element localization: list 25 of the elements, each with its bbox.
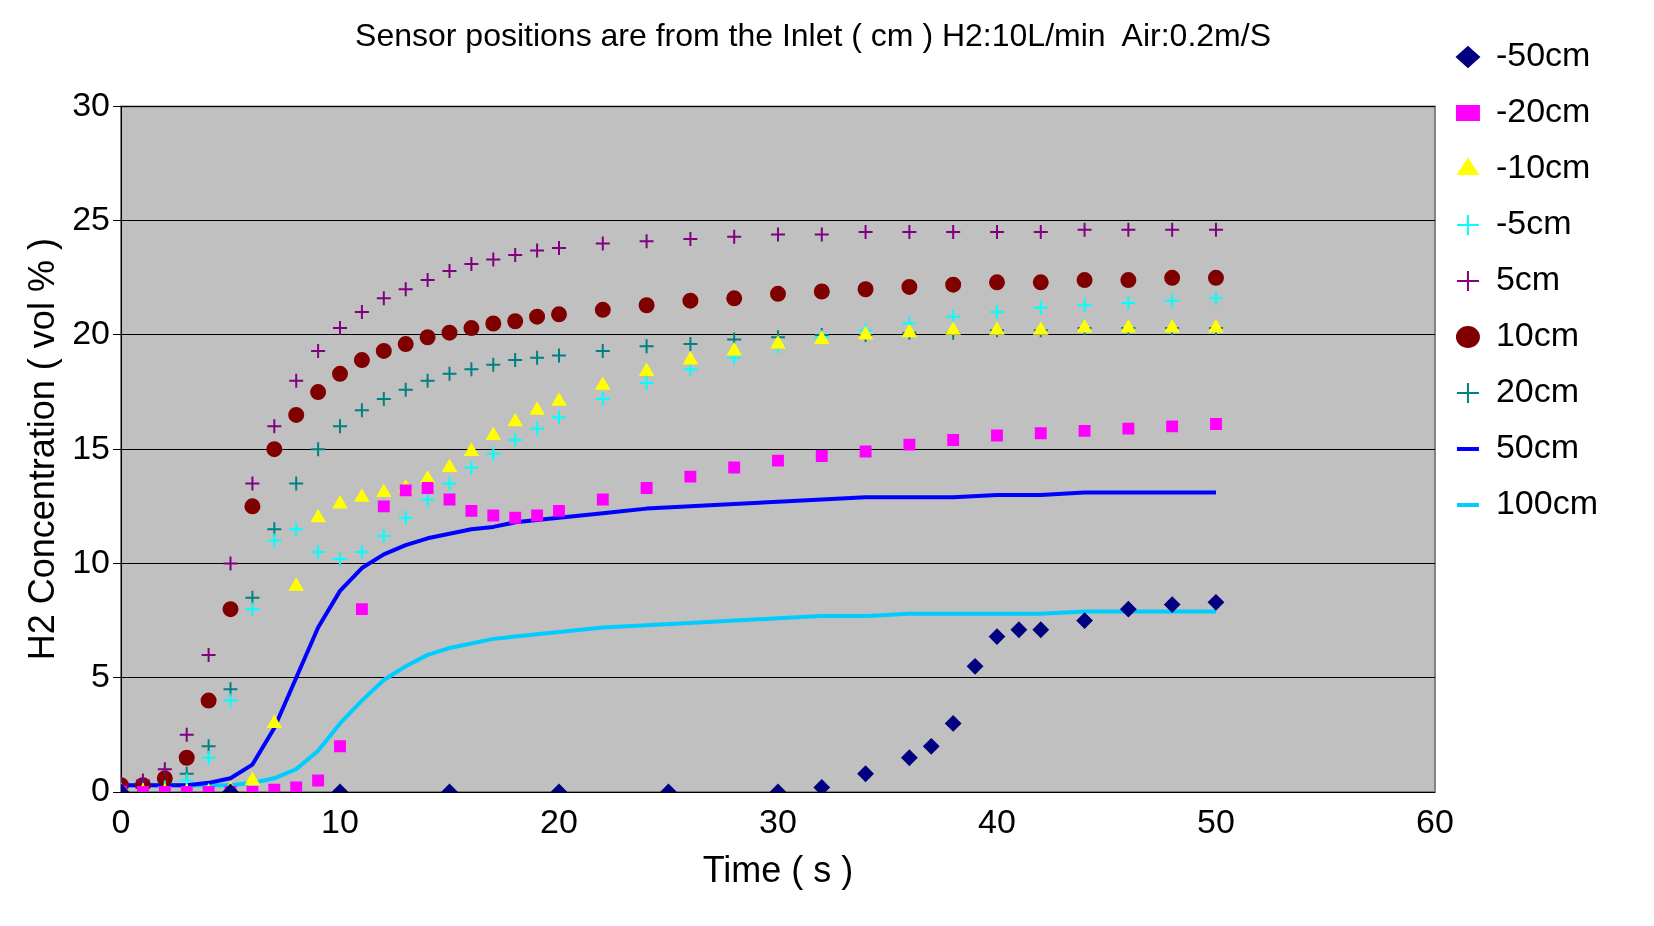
legend-label: -5cm <box>1495 203 1572 242</box>
legend-label: -50cm <box>1495 35 1591 74</box>
legend-label: -10cm <box>1495 147 1591 186</box>
x-axis-title: Time ( s ) <box>702 849 854 891</box>
legend-label: -20cm <box>1495 91 1591 130</box>
legend-label: 50cm <box>1495 427 1580 466</box>
legend-label: 100cm <box>1495 483 1599 522</box>
y-tick-label: 25 <box>72 199 111 238</box>
y-tick-label: 15 <box>72 427 111 466</box>
x-tick-label: 60 <box>1416 801 1454 840</box>
x-tick-label: 10 <box>321 801 359 840</box>
y-tick-label: 20 <box>72 313 111 352</box>
legend-label: 20cm <box>1495 371 1580 410</box>
legend-label: 10cm <box>1495 315 1580 354</box>
chart-title: Sensor positions are from the Inlet ( cm ) H2:10L/min Air:0.2m/S <box>355 17 1271 54</box>
y-tick-label: 0 <box>91 770 111 809</box>
x-tick-label: 40 <box>978 801 1016 840</box>
x-tick-label: 30 <box>759 801 797 840</box>
x-tick-label: 50 <box>1197 801 1235 840</box>
y-axis-title: H2 Concentration ( vol % ) <box>20 238 62 661</box>
y-tick-label: 10 <box>72 541 111 580</box>
y-tick-label: 5 <box>91 656 111 695</box>
legend-label: 5cm <box>1495 259 1561 298</box>
x-tick-label: 20 <box>540 801 578 840</box>
y-tick-label: 30 <box>72 84 111 123</box>
